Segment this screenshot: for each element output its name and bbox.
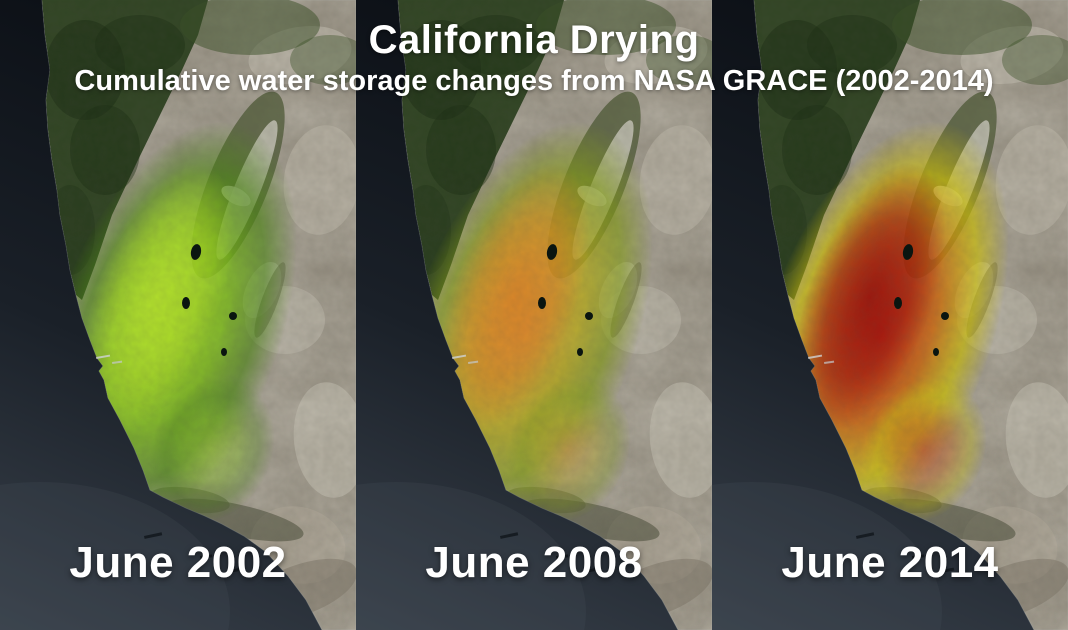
panel-june-2014: June 2014 (712, 0, 1068, 630)
satellite-map-2008 (356, 0, 712, 630)
satellite-map-2002 (0, 0, 356, 630)
panel-june-2002: June 2002 (0, 0, 356, 630)
satellite-map-2014 (712, 0, 1068, 630)
panel-june-2008: June 2008 (356, 0, 712, 630)
